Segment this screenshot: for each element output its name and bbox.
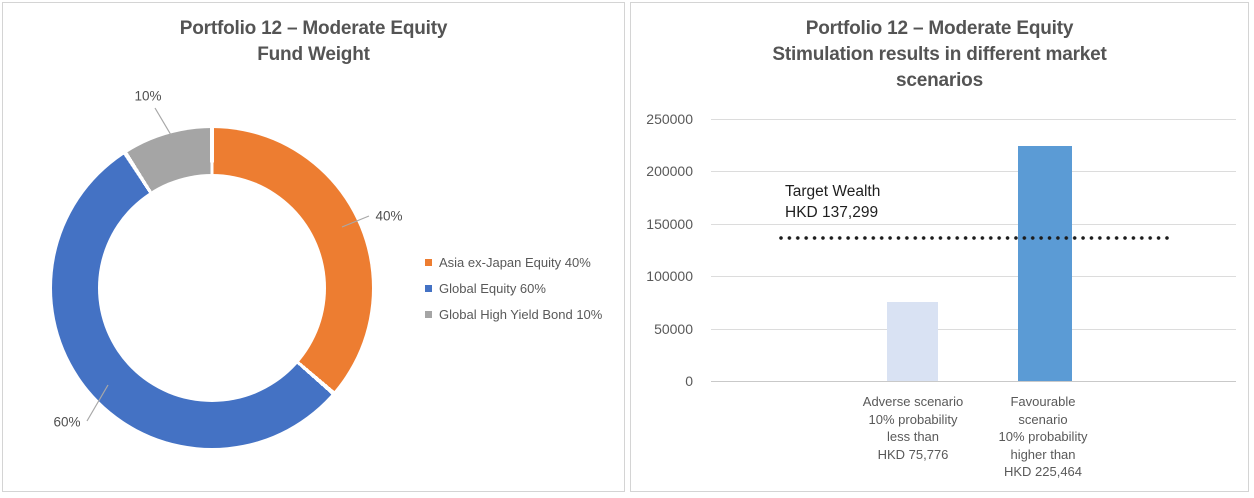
slice-label-orange: 40% — [375, 208, 403, 224]
title-line-2: Fund Weight — [257, 44, 370, 65]
x-label-line: HKD 75,776 — [877, 446, 949, 462]
legend-marker-orange — [425, 258, 432, 266]
gridline-200000 — [711, 171, 1236, 172]
gridline-50000 — [711, 329, 1236, 330]
y-tick-150000: 150000 — [646, 216, 693, 232]
title-line-1: Portfolio 12 – Moderate Equity — [805, 18, 1074, 39]
legend-label: Asia ex-Japan Equity 40% — [439, 254, 591, 270]
x-label-line: Favourable — [1010, 394, 1076, 409]
x-label-line: HKD 225,464 — [1003, 464, 1083, 479]
target-wealth-label: Target Wealth HKD 137,299 — [785, 181, 880, 223]
gridline-150000 — [711, 224, 1236, 225]
x-label-favourable-scenario: Favourable scenario 10% probability high… — [999, 393, 1088, 481]
x-label-line: 10% probability — [868, 411, 958, 427]
y-tick-100000: 100000 — [646, 268, 693, 284]
legend-marker-gray — [425, 310, 432, 318]
simulation-chart-panel: Portfolio 12 – Moderate Equity Stimulati… — [630, 2, 1249, 492]
title-line-1: Portfolio 12 – Moderate Equity — [179, 18, 448, 39]
legend-item-asia-ex-japan-equity: Asia ex-Japan Equity 40% — [425, 253, 602, 271]
y-tick-200000: 200000 — [646, 163, 693, 179]
target-wealth-line — [779, 235, 1173, 240]
legend-item-global-equity: Global Equity 60% — [425, 279, 602, 297]
bar-favourable-scenario — [1018, 145, 1072, 381]
x-label-line: less than — [886, 429, 940, 444]
fund-weight-chart-title: Portfolio 12 – Moderate Equity Fund Weig… — [3, 16, 624, 68]
leader-line-gray-slice — [154, 107, 172, 136]
target-wealth-text: Target Wealth — [785, 183, 881, 200]
x-label-line: Adverse scenario — [862, 394, 964, 409]
x-label-adverse-scenario: Adverse scenario 10% probability less th… — [863, 393, 963, 463]
donut-hole — [98, 174, 326, 402]
x-label-line: scenario — [1018, 411, 1068, 427]
slice-label-blue: 60% — [53, 414, 81, 430]
fund-weight-chart-panel: Portfolio 12 – Moderate Equity Fund Weig… — [2, 2, 625, 492]
simulation-chart-title: Portfolio 12 – Moderate Equity Stimulati… — [631, 16, 1248, 94]
legend-label: Global High Yield Bond 10% — [439, 306, 603, 322]
y-tick-0: 0 — [685, 373, 693, 389]
bar-adverse-scenario — [887, 301, 938, 381]
y-tick-50000: 50000 — [654, 321, 693, 337]
x-label-line: 10% probability — [998, 429, 1088, 444]
gridline-100000 — [711, 276, 1236, 277]
title-line-3: scenarios — [896, 70, 983, 91]
x-axis-line — [711, 381, 1236, 382]
x-label-line: higher than — [1010, 446, 1076, 462]
gridline-250000 — [711, 119, 1236, 120]
title-line-2: Stimulation results in different market — [772, 44, 1107, 65]
legend: Asia ex-Japan Equity 40% Global Equity 6… — [425, 253, 602, 331]
legend-marker-blue — [425, 284, 432, 292]
slice-label-gray: 10% — [134, 88, 162, 104]
legend-item-global-high-yield-bond: Global High Yield Bond 10% — [425, 305, 602, 323]
target-wealth-value: HKD 137,299 — [785, 204, 879, 221]
y-tick-250000: 250000 — [646, 111, 693, 127]
legend-label: Global Equity 60% — [439, 280, 546, 296]
